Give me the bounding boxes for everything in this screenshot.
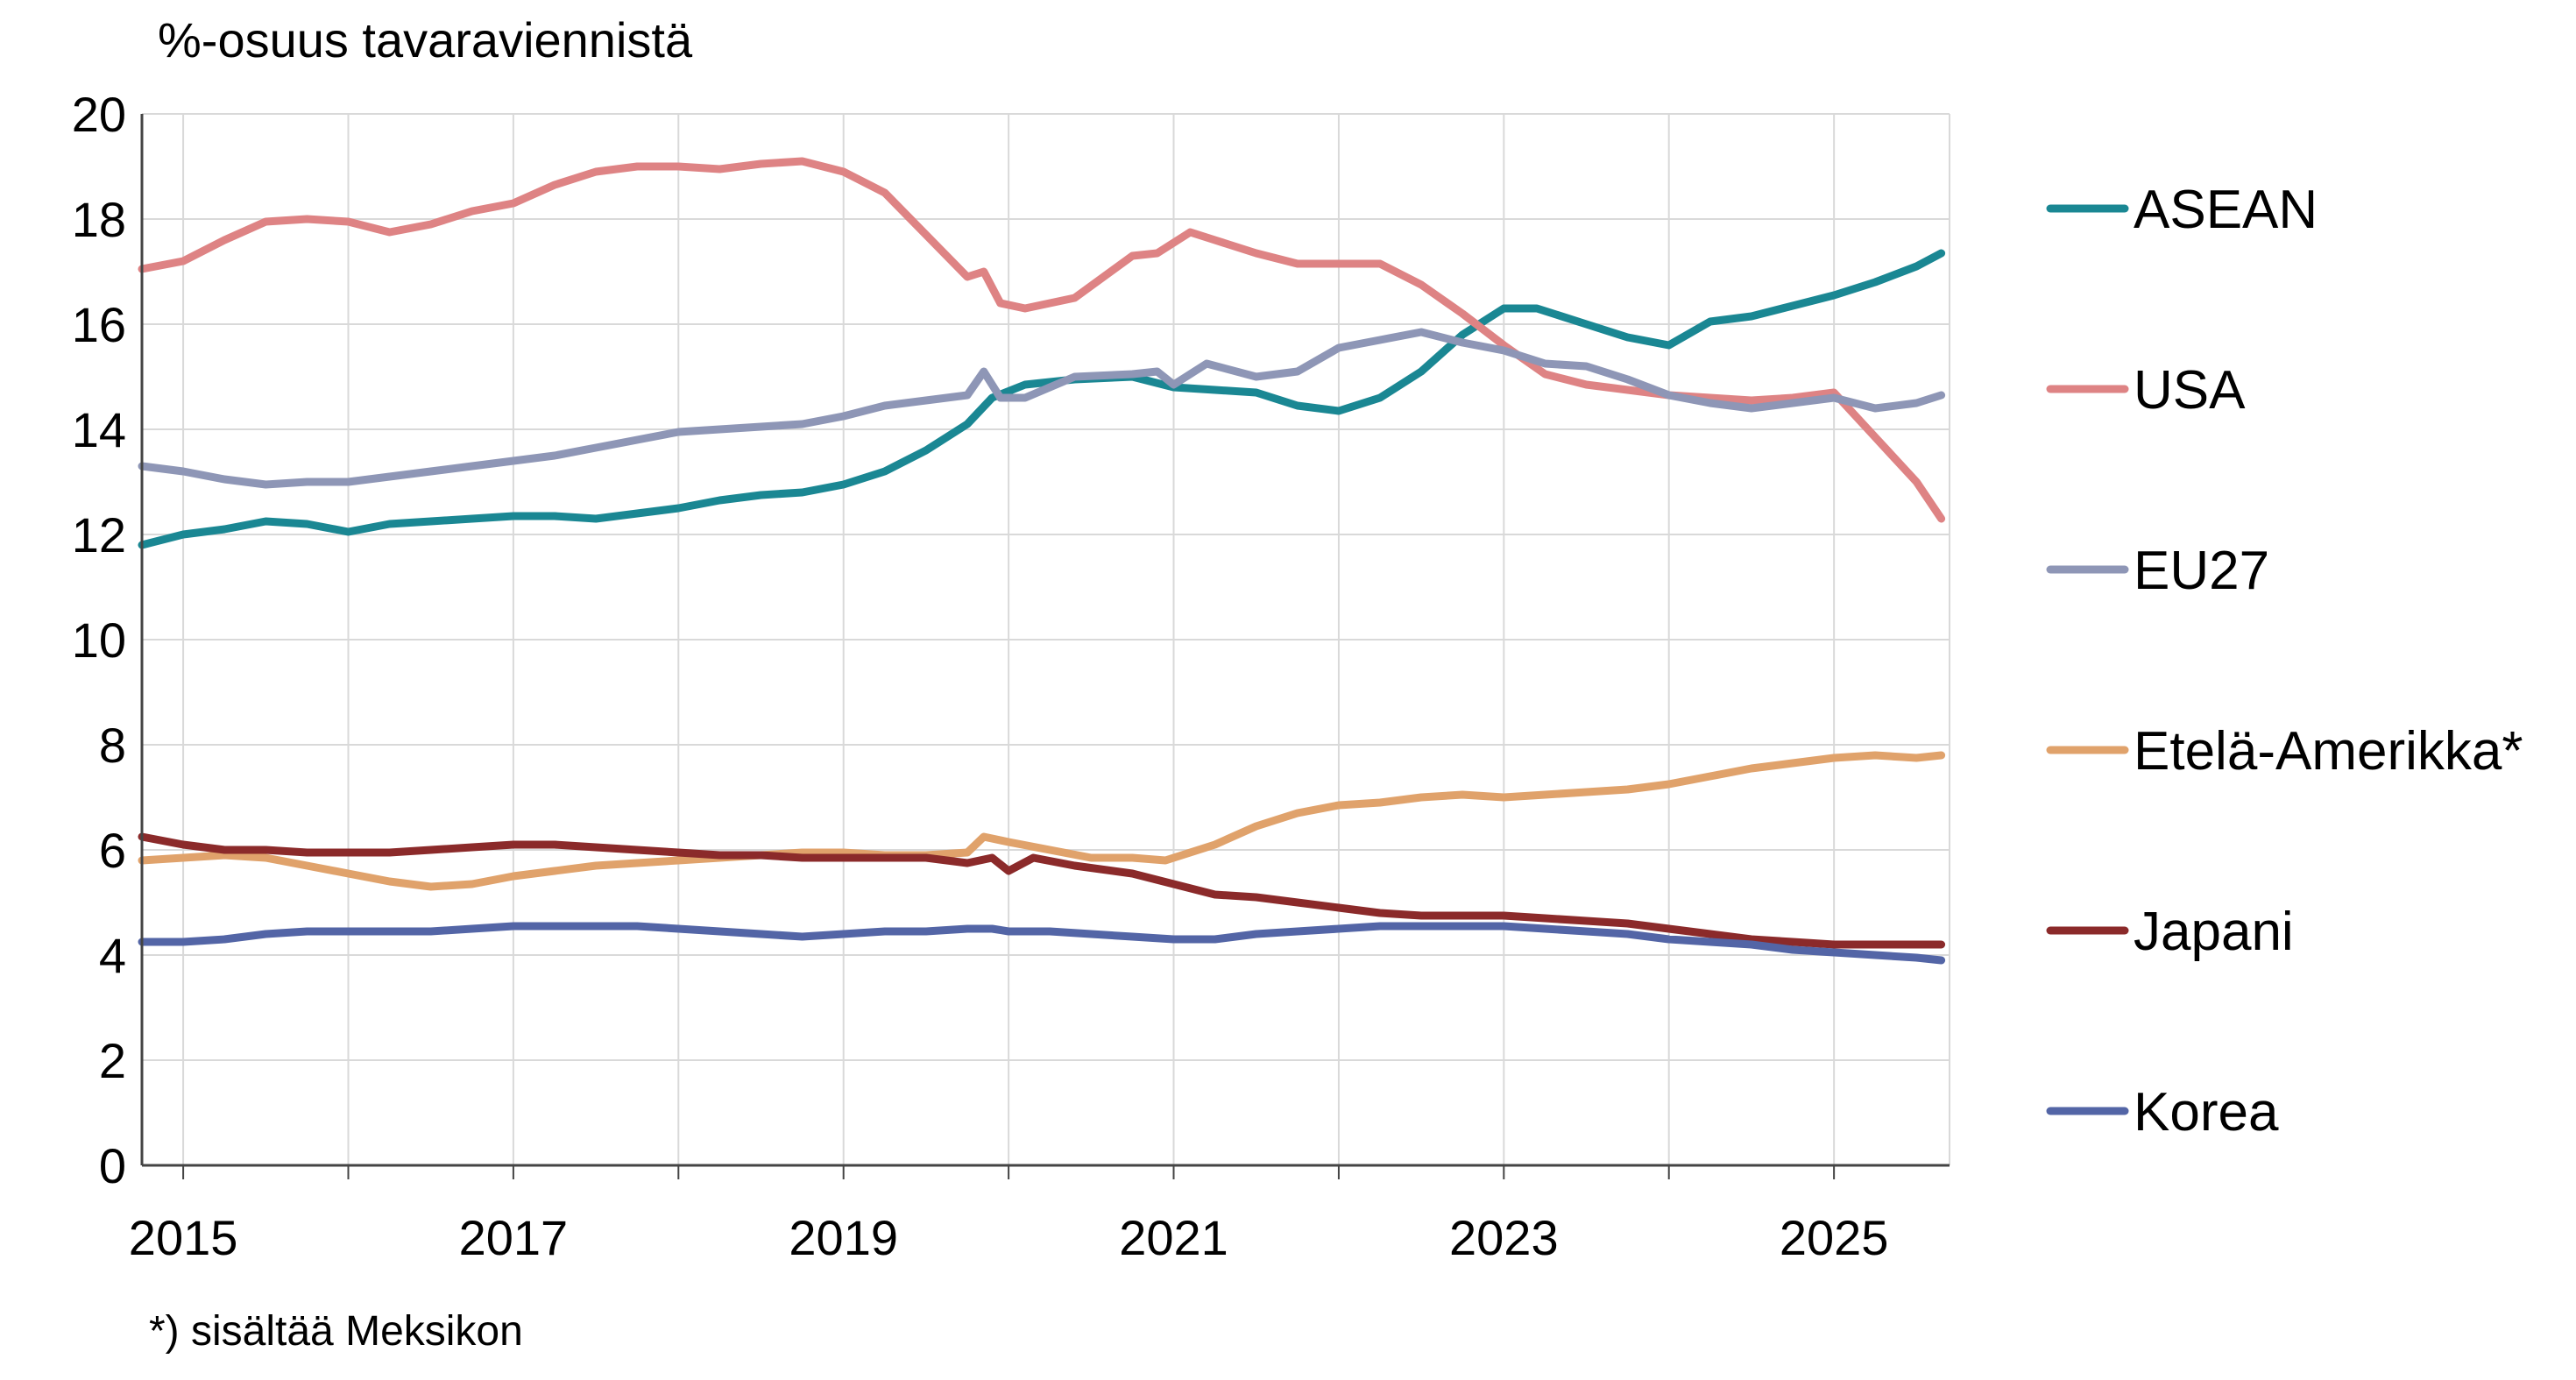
gridlines <box>142 113 1950 1165</box>
axes <box>140 114 1950 1179</box>
x-tick-label: 2015 <box>129 1210 238 1265</box>
y-tick-label: 4 <box>99 928 126 983</box>
x-tick-label: 2019 <box>789 1210 898 1265</box>
legend-label: EU27 <box>2134 541 2269 601</box>
y-tick-label: 2 <box>99 1033 126 1088</box>
legend-label: Etelä-Amerikka* <box>2134 721 2523 782</box>
series-line-asean <box>138 249 1946 549</box>
x-tick-labels: 2015 2017 2019 2021 2023 2025 <box>129 1210 1889 1265</box>
legend-label: Korea <box>2134 1082 2279 1143</box>
series-line-korea <box>138 922 1946 965</box>
y-tick-label: 10 <box>72 612 126 668</box>
y-tick-label: 8 <box>99 718 126 773</box>
footnote: *) sisältää Meksikon <box>149 1308 523 1355</box>
legend-label: ASEAN <box>2134 180 2318 240</box>
y-axis-unit-label: %-osuus tavaraviennistä <box>158 12 693 67</box>
legend: ASEAN USA EU27 Etelä-Amerikka* Japani Korea <box>2046 180 2523 1143</box>
x-tick-label: 2023 <box>1449 1210 1559 1265</box>
y-tick-label: 6 <box>99 823 126 878</box>
y-tick-label: 20 <box>72 87 126 142</box>
series-line-etel-amerikka <box>138 751 1946 891</box>
y-tick-label: 14 <box>72 402 126 457</box>
series-lines <box>138 157 1946 965</box>
y-tick-labels: 0 2 4 6 8 10 12 14 16 18 20 <box>72 87 126 1193</box>
series-line-japani <box>138 832 1946 949</box>
x-tick-label: 2021 <box>1119 1210 1228 1265</box>
series-line-usa <box>138 157 1946 523</box>
legend-label: USA <box>2134 360 2246 421</box>
x-tick-label: 2017 <box>459 1210 569 1265</box>
y-tick-label: 18 <box>72 192 126 247</box>
legend-label: Japani <box>2134 902 2294 962</box>
y-tick-label: 16 <box>72 297 126 352</box>
series-line-eu27 <box>138 328 1946 489</box>
x-tick-label: 2025 <box>1780 1210 1889 1265</box>
y-tick-label: 0 <box>99 1138 126 1193</box>
y-tick-label: 12 <box>72 507 126 563</box>
